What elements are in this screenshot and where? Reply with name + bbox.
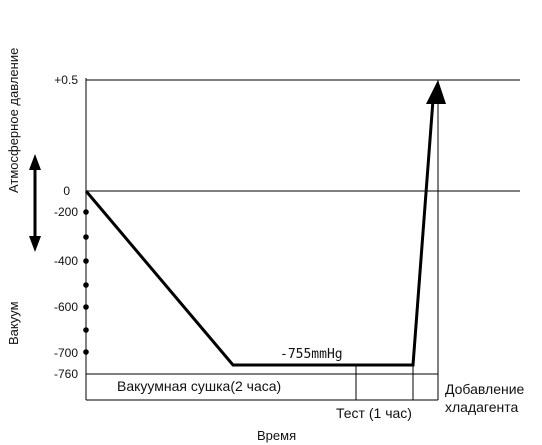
atmospheric-pressure-label: Атмосферное давление xyxy=(6,48,21,193)
axis-dot xyxy=(83,282,89,288)
vacuum-level-label: -755mmHg xyxy=(280,347,343,362)
axis-dot xyxy=(83,349,89,355)
axis-dot xyxy=(83,304,89,310)
pressure-curve xyxy=(84,99,435,367)
pressure-double-arrow xyxy=(29,154,41,252)
vacuum-dots xyxy=(83,209,89,355)
charging-label-line1: Добавление xyxy=(445,381,525,397)
tick-minus-760: -760 xyxy=(54,367,78,381)
axis-dot xyxy=(83,258,89,264)
axis-dot xyxy=(83,234,89,240)
axis-dot xyxy=(83,209,89,215)
test-phase-label: Тест (1 час) xyxy=(336,405,412,421)
tick-minus-200: -200 xyxy=(54,205,78,219)
tick-minus-400: -400 xyxy=(54,254,78,268)
vacuum-drying-label: Вакуумная сушка(2 часа) xyxy=(117,378,281,394)
tick-minus-600: -600 xyxy=(54,300,78,314)
tick-zero: 0 xyxy=(63,184,70,198)
axis-dot xyxy=(83,327,89,333)
curve-arrowhead xyxy=(426,80,446,104)
time-axis-label: Время xyxy=(257,428,296,443)
tick-plus-half: +0.5 xyxy=(54,73,78,87)
vacuum-label: Вакуум xyxy=(6,301,21,345)
charging-label-line2: хладагента xyxy=(445,399,518,415)
tick-minus-700: -700 xyxy=(54,346,78,360)
